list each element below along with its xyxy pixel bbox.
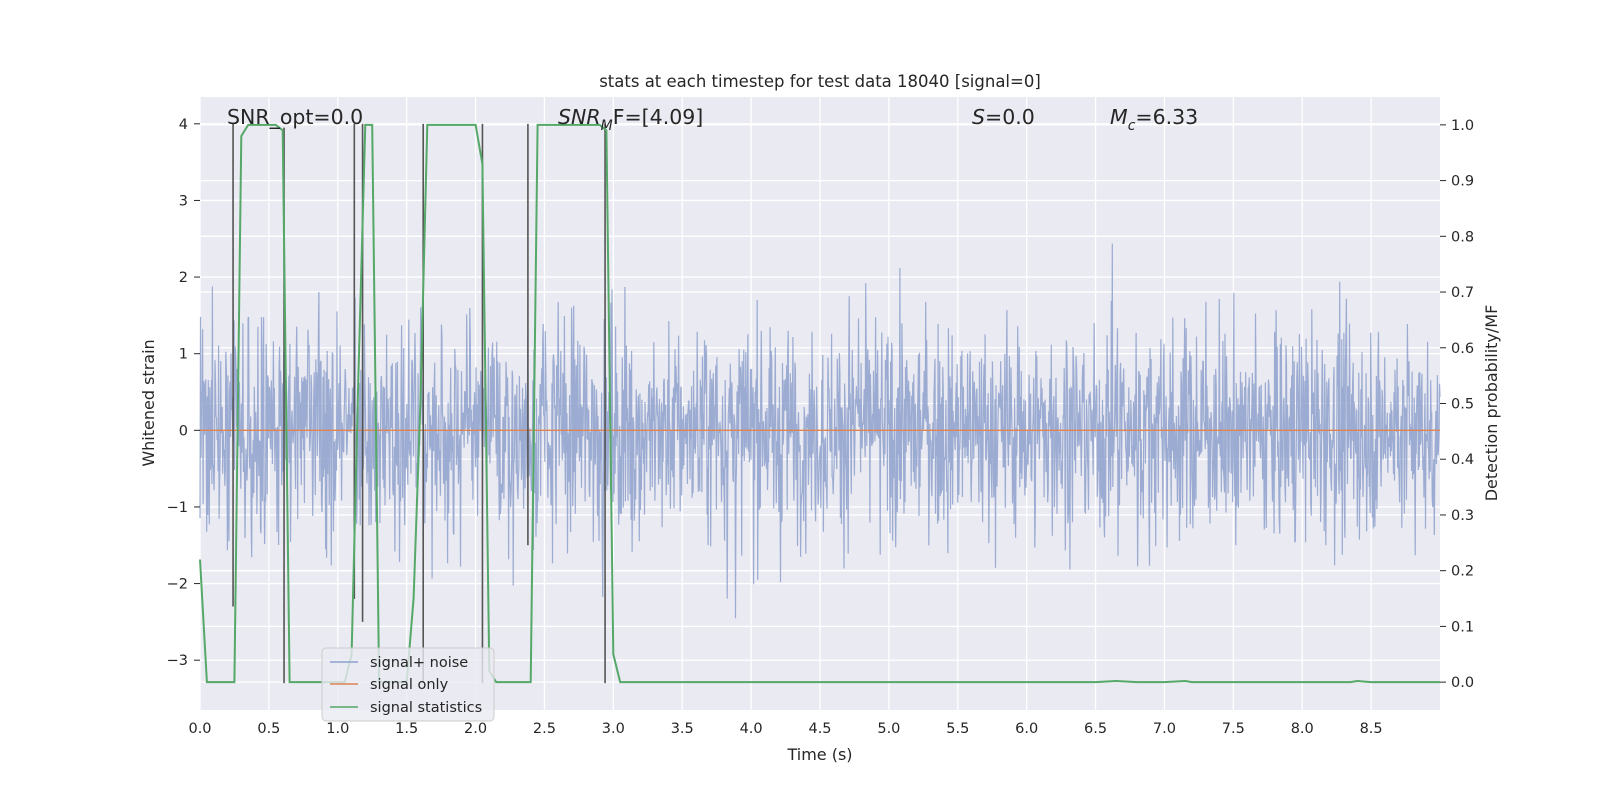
y-tick-label-1: −2 — [167, 577, 188, 593]
y2-tick-label-7: 0.7 — [1451, 285, 1474, 301]
y2-tick-label-10: 1.0 — [1451, 118, 1474, 134]
annotation-snr-mf-rest: F=[4.09] — [613, 105, 704, 129]
y2-tick-label-5: 0.5 — [1451, 397, 1474, 413]
x-tick-label-7: 3.5 — [671, 721, 694, 737]
signal-noise-line — [199, 243, 1441, 619]
y2-tick-label-0: 0.0 — [1451, 675, 1474, 691]
annotation-mc: Mc=6.33 — [1110, 105, 1198, 134]
y-tick-label-7: 4 — [179, 117, 188, 133]
y-tick-label-0: −3 — [167, 653, 188, 669]
x-tick-label-17: 8.5 — [1360, 721, 1383, 737]
annotation-snr-mf-sub: M — [601, 118, 613, 134]
y2-tick-label-4: 0.4 — [1451, 452, 1474, 468]
x-tick-label-1: 0.5 — [257, 721, 280, 737]
annotation-s-rest: =0.0 — [985, 105, 1035, 129]
x-tick-label-4: 2.0 — [464, 721, 487, 737]
x-tick-label-5: 2.5 — [533, 721, 556, 737]
annotation-mc-italic: M — [1110, 105, 1128, 129]
signal-statistics-line — [199, 123, 1440, 684]
y-tick-label-5: 2 — [179, 270, 188, 286]
x-axis-label: Time (s) — [786, 745, 852, 764]
legend-label-signal-statistics: signal statistics — [370, 700, 482, 716]
annotation-snr-mf-italic: SNR — [558, 105, 601, 129]
y-tick-label-4: 1 — [179, 347, 188, 363]
x-tick-label-15: 7.5 — [1222, 721, 1245, 737]
y-axis-label: Whitened strain — [139, 339, 158, 466]
annotations: SNR_opt=0.0 SNRMF=[4.09] S=0.0 Mc=6.33 — [227, 105, 1198, 134]
legend-label-signal-only: signal only — [370, 677, 449, 693]
x-tick-label-8: 4.0 — [740, 721, 763, 737]
chart-title: stats at each timestep for test data 180… — [599, 72, 1041, 91]
annotation-mc-sub: c — [1128, 118, 1136, 134]
legend-label-signal-noise: signal+ noise — [370, 655, 468, 671]
x-tick-label-12: 6.0 — [1015, 721, 1038, 737]
y2-tick-label-3: 0.3 — [1451, 508, 1474, 524]
x-tick-label-16: 8.0 — [1291, 721, 1314, 737]
signal-statistics-series — [199, 123, 1440, 684]
annotation-snr-mf: SNRMF=[4.09] — [558, 105, 703, 134]
x-tick-label-13: 6.5 — [1084, 721, 1107, 737]
y2-tick-label-6: 0.6 — [1451, 341, 1474, 357]
y2-axis-label: Detection probability/MF — [1482, 305, 1501, 502]
x-tick-label-14: 7.0 — [1153, 721, 1176, 737]
x-tick-label-3: 1.5 — [395, 721, 418, 737]
y-tick-label-2: −1 — [167, 500, 188, 516]
x-tick-label-10: 5.0 — [877, 721, 900, 737]
y2-tick-label-9: 0.9 — [1451, 174, 1474, 190]
y-tick-label-6: 3 — [179, 193, 188, 209]
x-tick-label-9: 4.5 — [808, 721, 831, 737]
x-tick-label-11: 5.5 — [946, 721, 969, 737]
x-tick-labels: 0.0 0.5 1.0 1.5 2.0 2.5 3.0 3.5 4.0 4.5 5.0 5.5 6.0 6… — [188, 721, 1382, 737]
y-tick-labels: −3 −2 −1 0 1 2 3 4 — [167, 117, 200, 669]
legend: signal+ noise signal only signal statist… — [321, 647, 495, 722]
x-tick-label-6: 3.0 — [602, 721, 625, 737]
y2-tick-label-8: 0.8 — [1451, 229, 1474, 245]
y2-tick-label-2: 0.2 — [1451, 564, 1474, 580]
x-tick-label-2: 1.0 — [326, 721, 349, 737]
signal-noise-series — [199, 243, 1441, 619]
annotation-s-italic: S — [972, 105, 985, 129]
x-tick-label-0: 0.0 — [188, 721, 211, 737]
annotation-mc-rest: =6.33 — [1135, 105, 1198, 129]
legend-box — [321, 647, 495, 722]
annotation-snr-opt: SNR_opt=0.0 — [227, 105, 363, 130]
y2-tick-labels: 0.0 0.1 0.2 0.3 0.4 0.5 0.6 0.7 0.8 0.9 1.0 — [1440, 118, 1474, 691]
annotation-s: S=0.0 — [972, 105, 1035, 129]
y-tick-label-3: 0 — [179, 423, 188, 439]
y2-tick-label-1: 0.1 — [1451, 619, 1474, 635]
